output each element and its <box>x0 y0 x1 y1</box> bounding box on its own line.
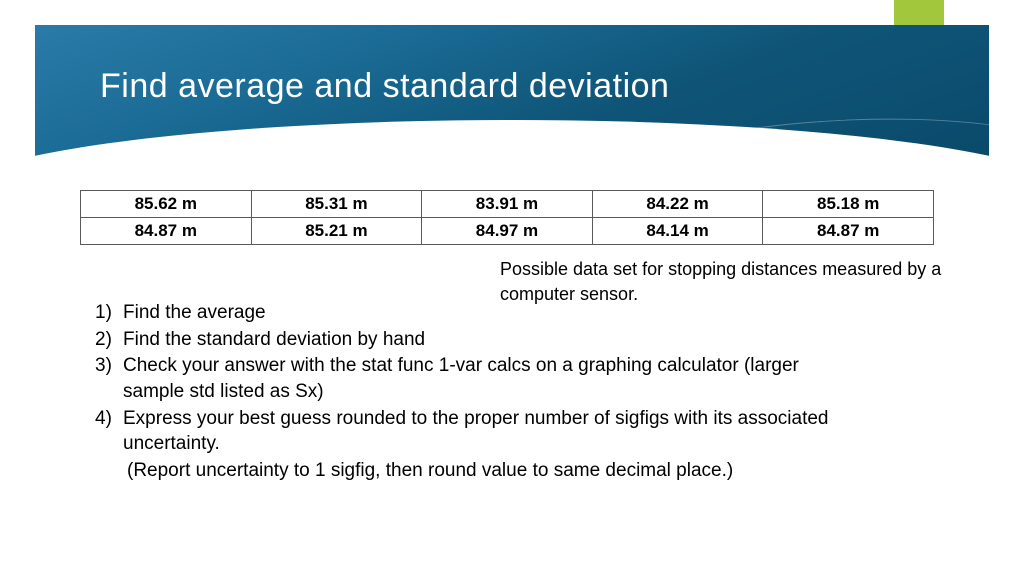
table-cell: 84.14 m <box>592 218 763 245</box>
header-band: Find average and standard deviation <box>35 25 989 160</box>
instruction-text: Express your best guess rounded to the p… <box>123 406 864 457</box>
instruction-number: 1) <box>95 300 123 326</box>
table-cell: 84.87 m <box>763 218 934 245</box>
table-cell: 85.62 m <box>81 191 252 218</box>
instruction-item: 1) Find the average <box>95 300 864 326</box>
instructions-list: 1) Find the average 2) Find the standard… <box>95 300 864 483</box>
table-row: 84.87 m 85.21 m 84.97 m 84.14 m 84.87 m <box>81 218 934 245</box>
table-cell: 85.31 m <box>251 191 422 218</box>
instruction-text: Check your answer with the stat func 1-v… <box>123 353 864 404</box>
table-cell: 85.18 m <box>763 191 934 218</box>
data-table: 85.62 m 85.31 m 83.91 m 84.22 m 85.18 m … <box>80 190 934 245</box>
instruction-text: Find the average <box>123 300 864 326</box>
table-cell: 84.22 m <box>592 191 763 218</box>
instruction-subtext: (Report uncertainty to 1 sigfig, then ro… <box>127 458 864 484</box>
instruction-item: 2) Find the standard deviation by hand <box>95 327 864 353</box>
table-row: 85.62 m 85.31 m 83.91 m 84.22 m 85.18 m <box>81 191 934 218</box>
instruction-number: 2) <box>95 327 123 353</box>
table-cell: 85.21 m <box>251 218 422 245</box>
instruction-item: 3) Check your answer with the stat func … <box>95 353 864 404</box>
instruction-number: 4) <box>95 406 123 457</box>
table-cell: 83.91 m <box>422 191 593 218</box>
instruction-item: 4) Express your best guess rounded to th… <box>95 406 864 457</box>
instruction-text: Find the standard deviation by hand <box>123 327 864 353</box>
table-cell: 84.87 m <box>81 218 252 245</box>
table-cell: 84.97 m <box>422 218 593 245</box>
slide-title: Find average and standard deviation <box>100 67 669 106</box>
instruction-number: 3) <box>95 353 123 404</box>
